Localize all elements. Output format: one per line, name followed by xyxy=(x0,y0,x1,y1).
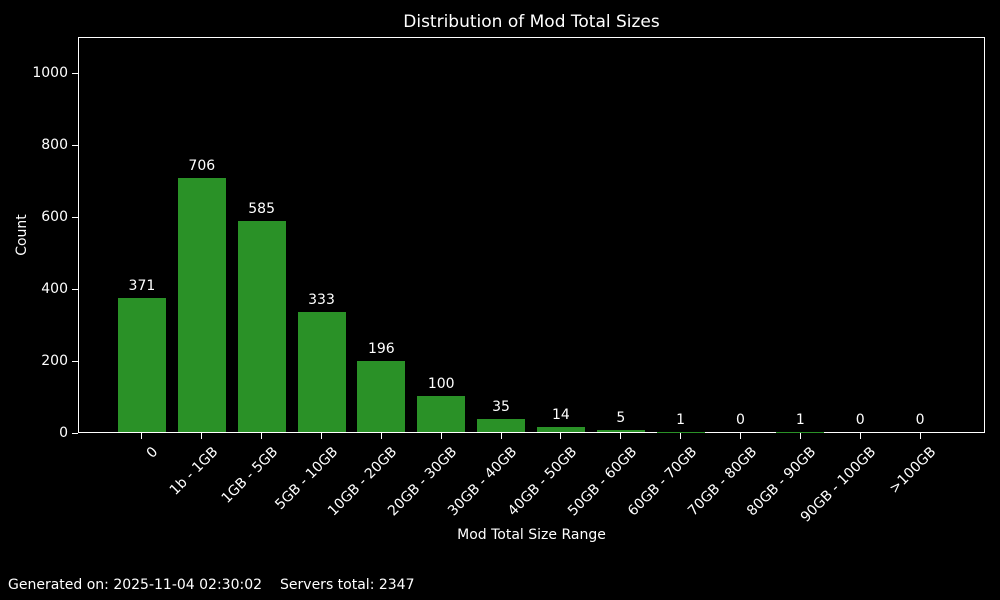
x-tick-mark xyxy=(620,433,622,439)
bar-value-label: 371 xyxy=(128,278,156,295)
y-tick-mark xyxy=(72,217,78,218)
x-tick-mark xyxy=(141,433,143,439)
bar-value-label: 1 xyxy=(676,411,686,428)
x-tick-label: 0 xyxy=(143,444,162,462)
bar xyxy=(357,361,406,432)
bar xyxy=(477,419,526,432)
bar-value-label: 196 xyxy=(367,341,395,358)
x-tick-mark xyxy=(740,433,741,439)
x-tick-mark xyxy=(261,433,263,439)
bar-value-label: 0 xyxy=(736,412,745,428)
bar-value-label: 0 xyxy=(855,412,865,428)
y-tick-mark xyxy=(72,73,78,74)
bar-value-label: 333 xyxy=(308,292,335,309)
y-tick-label: 400 xyxy=(41,281,68,297)
x-tick-mark xyxy=(500,433,502,439)
x-tick-mark xyxy=(440,433,442,439)
bar-value-label: 1 xyxy=(795,411,805,428)
x-tick-mark xyxy=(560,433,562,439)
y-tick-label: 0 xyxy=(59,425,68,441)
y-tick-mark xyxy=(72,289,78,290)
bar-value-label: 706 xyxy=(188,157,216,174)
bar xyxy=(177,177,226,432)
bar xyxy=(237,221,286,432)
y-tick-label: 200 xyxy=(41,353,68,369)
x-tick-mark xyxy=(919,433,921,439)
y-tick-mark xyxy=(72,433,78,434)
bar-value-label: 100 xyxy=(427,376,455,392)
servers-total: Servers total: 2347 xyxy=(280,577,415,593)
generated-timestamp: Generated on: 2025-11-04 02:30:02 xyxy=(8,577,263,593)
x-tick-mark xyxy=(321,433,322,439)
y-tick-label: 800 xyxy=(41,137,68,153)
plot-area: 371 706 585 333 196 100 35 14 5 1 0 1 0 0 xyxy=(78,37,985,433)
x-tick-mark xyxy=(380,433,382,439)
bar xyxy=(596,430,645,432)
y-tick-mark xyxy=(72,145,78,146)
x-tick-label: 1b - 1GB xyxy=(166,444,222,499)
bar xyxy=(417,396,466,432)
x-axis-title: Mod Total Size Range xyxy=(457,527,606,543)
bar xyxy=(536,426,585,432)
bar-value-label: 14 xyxy=(552,406,570,423)
x-tick-label: 1GB - 5GB xyxy=(218,444,281,507)
x-tick-mark xyxy=(201,433,203,439)
bar-value-label: 0 xyxy=(915,412,925,428)
y-tick-label: 600 xyxy=(41,209,68,225)
y-tick-label: 1000 xyxy=(32,65,68,81)
bar-value-label: 5 xyxy=(616,410,626,427)
bar-value-label: 35 xyxy=(492,399,510,416)
x-tick-mark xyxy=(799,433,801,439)
bar-value-label: 585 xyxy=(248,201,275,218)
status-bar: Generated on: 2025-11-04 02:30:02 Servers… xyxy=(8,577,433,593)
x-tick-mark xyxy=(859,433,861,439)
chart-title: Distribution of Mod Total Sizes xyxy=(403,12,660,32)
x-tick-mark xyxy=(680,433,682,439)
y-tick-mark xyxy=(72,361,78,362)
x-tick-label: >100GB xyxy=(886,444,940,497)
bar xyxy=(117,298,166,432)
bar xyxy=(297,312,346,432)
